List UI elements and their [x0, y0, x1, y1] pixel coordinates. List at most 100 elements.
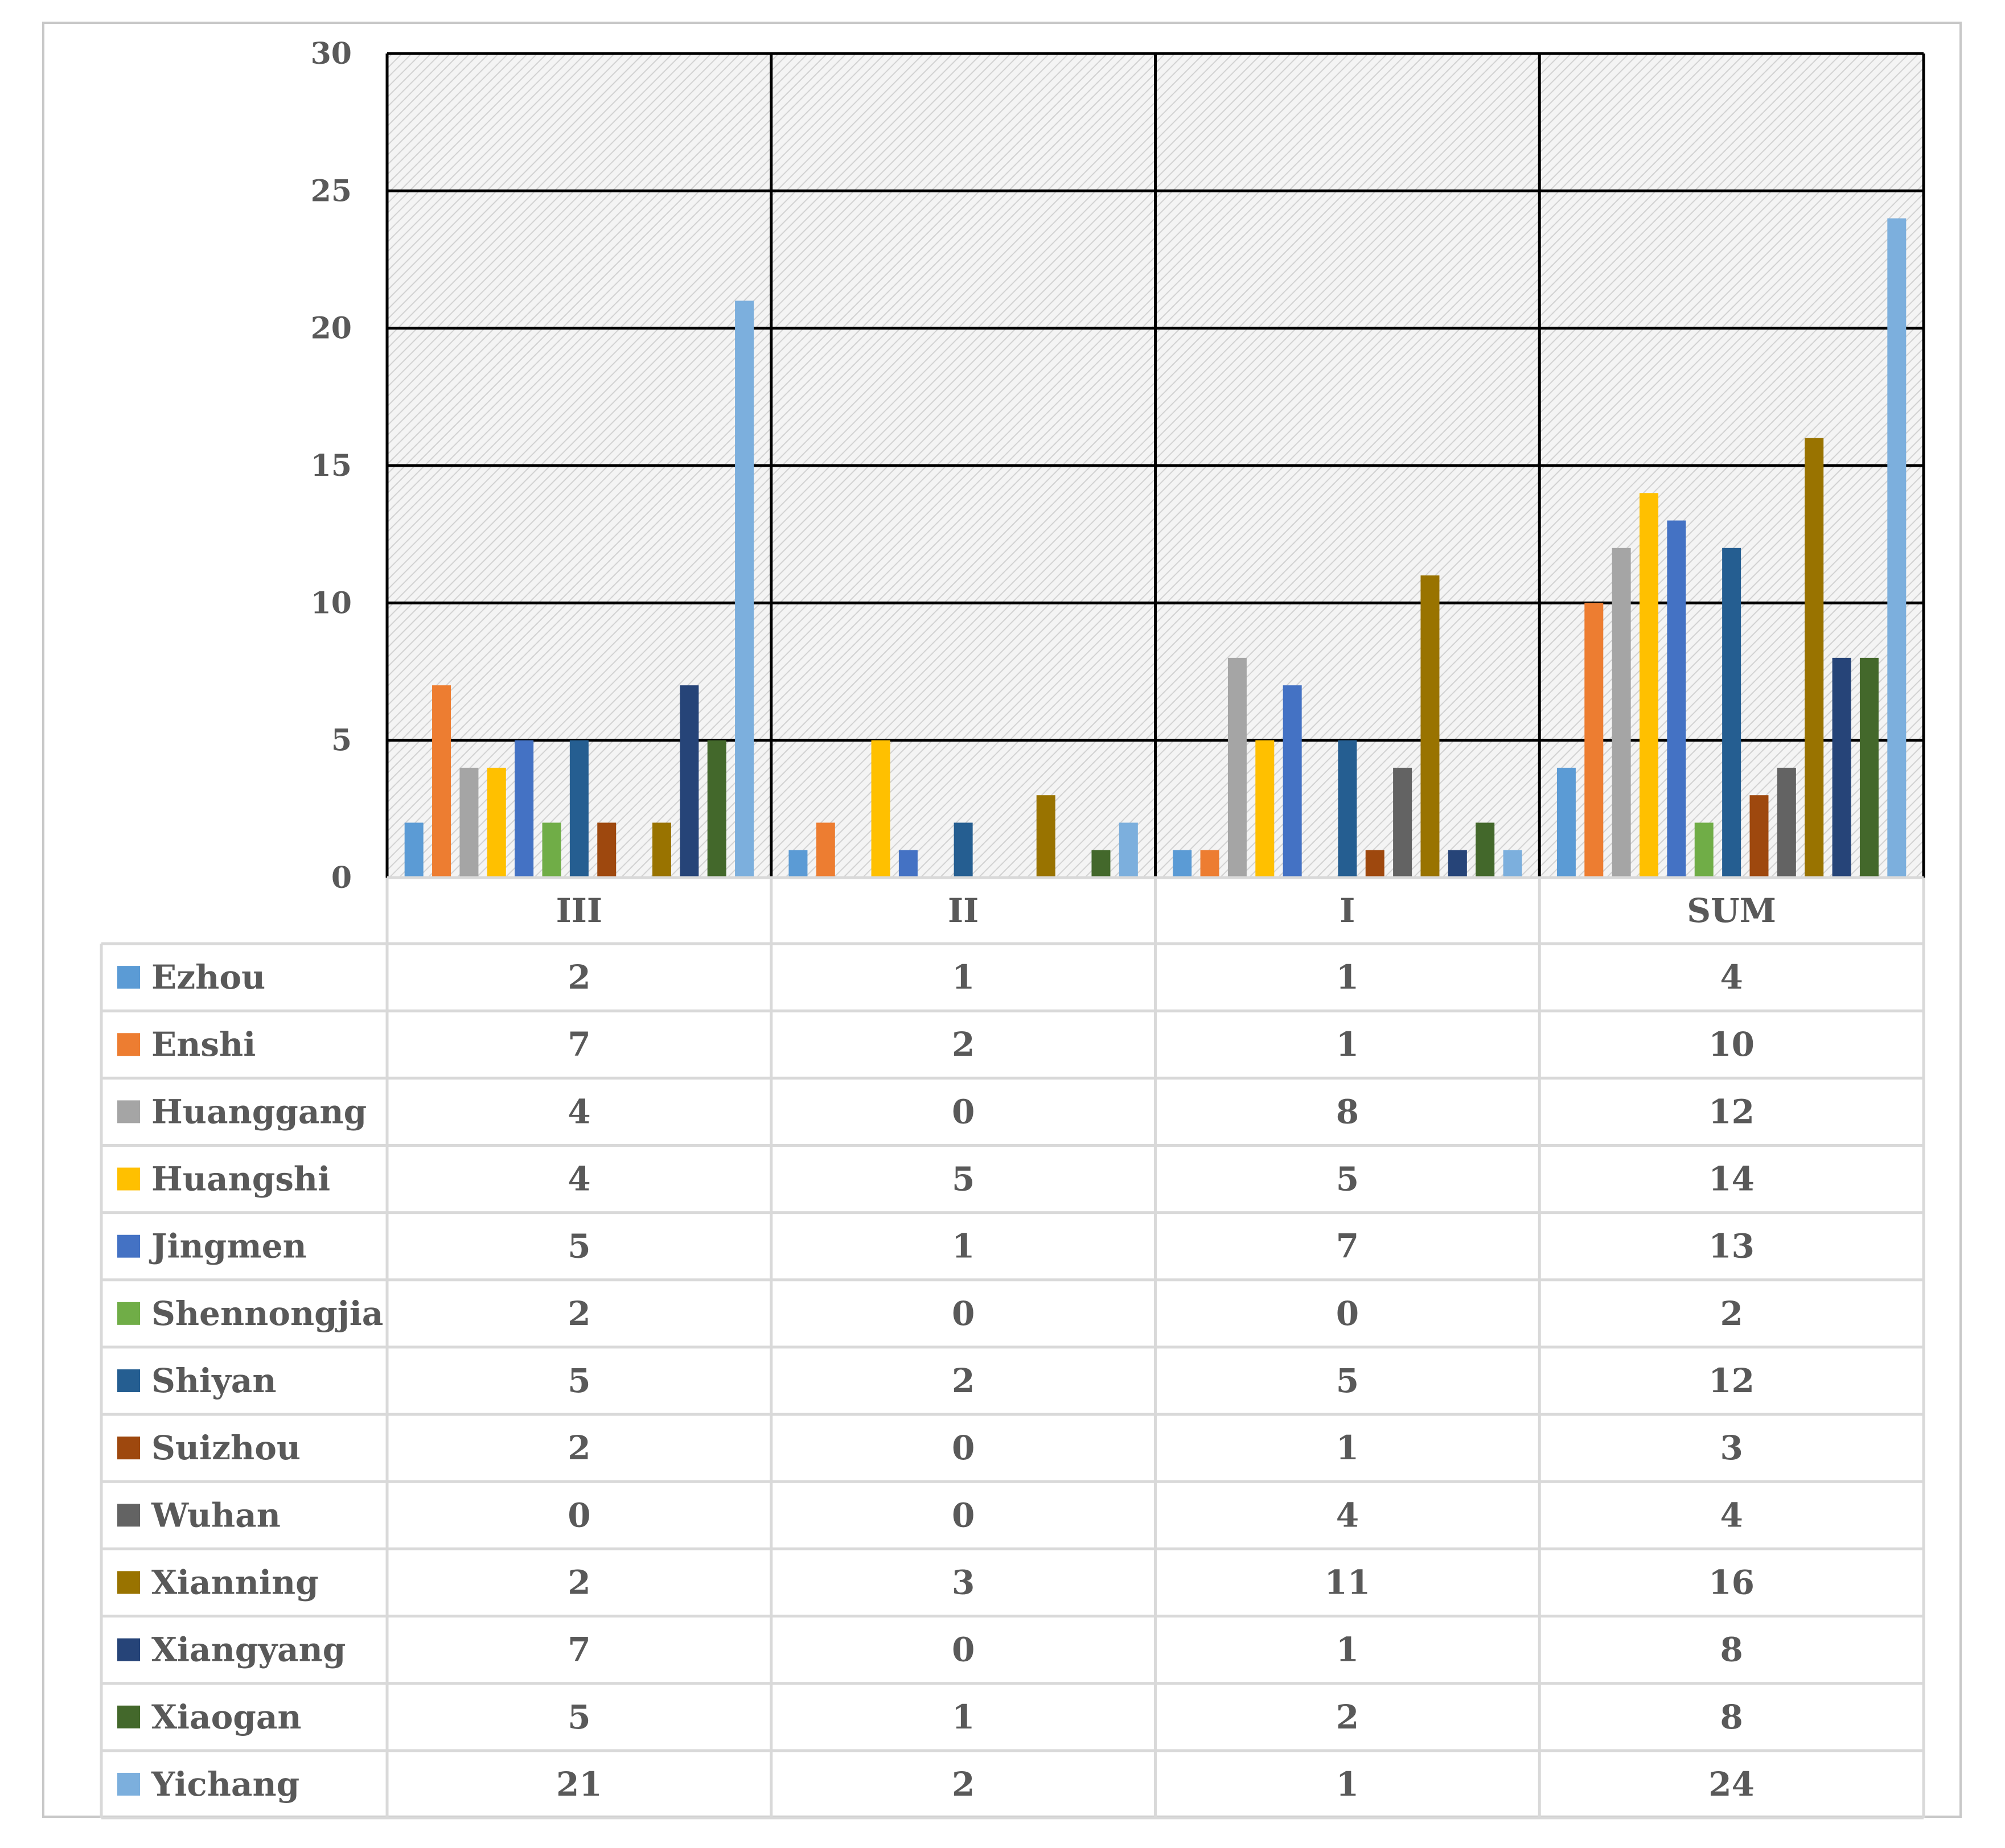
legend-key-yichang	[117, 1772, 140, 1796]
series-label: Huanggang	[151, 1092, 367, 1131]
bar-huangshi-i	[1255, 740, 1275, 878]
bar-enshi-ii	[816, 822, 835, 878]
bar-suizhou-i	[1365, 850, 1384, 878]
table-cell: 5	[952, 1160, 975, 1199]
y-tick-label: 10	[311, 586, 352, 620]
series-label: Enshi	[151, 1025, 256, 1064]
table-cell: 4	[1720, 958, 1743, 997]
legend-key-xianning	[117, 1571, 140, 1594]
category-label: II	[948, 891, 979, 930]
series-label: Jingmen	[149, 1227, 307, 1266]
bar-xiaogan-sum	[1859, 657, 1879, 878]
bar-xianning-iii	[652, 822, 671, 878]
table-cell: 1	[952, 1227, 975, 1266]
bar-xiaogan-i	[1476, 822, 1495, 878]
table-cell: 5	[568, 1698, 590, 1736]
table-cell: 0	[1336, 1294, 1359, 1333]
table-cell: 2	[568, 1563, 590, 1602]
legend-key-enshi	[117, 1033, 140, 1056]
table-cell: 8	[1720, 1631, 1743, 1669]
table-cell: 24	[1708, 1765, 1755, 1804]
series-label: Xiangyang	[151, 1631, 346, 1669]
series-label: Yichang	[151, 1765, 299, 1804]
bar-yichang-iii	[735, 301, 754, 878]
bar-xiangyang-iii	[680, 685, 699, 878]
table-cell: 21	[556, 1765, 602, 1804]
y-tick-label: 15	[311, 448, 352, 483]
table-cell: 1	[1336, 1765, 1359, 1804]
bar-yichang-ii	[1119, 822, 1138, 878]
legend-key-xiaogan	[117, 1705, 140, 1728]
table-cell: 3	[952, 1563, 975, 1602]
bar-jingmen-sum	[1667, 520, 1686, 878]
table-cell: 8	[1336, 1092, 1359, 1131]
table-cell: 7	[568, 1025, 590, 1064]
legend-key-shennongjia	[117, 1302, 140, 1325]
bar-ezhou-ii	[788, 850, 808, 878]
table-cell: 4	[1336, 1496, 1359, 1534]
table-cell: 0	[952, 1631, 975, 1669]
bar-xiangyang-i	[1448, 850, 1467, 878]
legend-key-suizhou	[117, 1437, 140, 1460]
table-cell: 0	[952, 1429, 975, 1467]
bar-wuhan-i	[1393, 767, 1412, 878]
bar-enshi-sum	[1584, 603, 1604, 878]
bar-enshi-i	[1200, 850, 1219, 878]
table-cell: 13	[1708, 1227, 1755, 1266]
series-label: Xiaogan	[151, 1698, 302, 1736]
table-cell: 1	[1336, 1025, 1359, 1064]
bar-huangshi-iii	[487, 767, 506, 878]
table-cell: 5	[1336, 1160, 1359, 1199]
series-label: Xianning	[151, 1563, 319, 1602]
y-tick-label: 0	[331, 861, 352, 895]
series-label: Shennongjia	[151, 1294, 383, 1333]
legend-key-ezhou	[117, 966, 140, 989]
chart-frame: 0 5 10 15 20 25 30 III II I SUM Ezhou 2 1 1 4 Enshi 7 2 1 1…	[42, 22, 1962, 1820]
bar-xiaogan-iii	[707, 740, 726, 878]
bar-suizhou-sum	[1749, 795, 1769, 878]
legend-key-huangshi	[117, 1167, 140, 1191]
table-cell: 16	[1708, 1563, 1755, 1602]
table-cell: 11	[1325, 1563, 1371, 1602]
table-cell: 2	[568, 1429, 590, 1467]
table-cell: 1	[1336, 1631, 1359, 1669]
bar-jingmen-ii	[898, 850, 918, 878]
table-cell: 4	[568, 1160, 590, 1199]
table-cell: 7	[1336, 1227, 1359, 1266]
legend-key-jingmen	[117, 1234, 140, 1258]
series-label: Suizhou	[151, 1429, 301, 1467]
bar-shiyan-ii	[954, 822, 973, 878]
table-cell: 0	[952, 1092, 975, 1131]
bar-wuhan-sum	[1777, 767, 1796, 878]
table-cell: 4	[1720, 1496, 1743, 1534]
table-cell: 1	[952, 958, 975, 997]
table-cell: 7	[568, 1631, 590, 1669]
table-cell: 2	[952, 1025, 975, 1064]
table-cell: 0	[952, 1294, 975, 1333]
table-cell: 2	[952, 1765, 975, 1804]
y-tick-label: 20	[311, 311, 352, 346]
bar-yichang-i	[1503, 850, 1522, 878]
table-cell: 12	[1708, 1361, 1755, 1400]
legend-key-shiyan	[117, 1369, 140, 1392]
series-label: Huangshi	[151, 1160, 330, 1199]
bar-xianning-ii	[1036, 795, 1055, 878]
bar-enshi-iii	[432, 685, 451, 878]
table-cell: 2	[1336, 1698, 1359, 1736]
bar-jingmen-iii	[515, 740, 534, 878]
bar-huanggang-i	[1227, 657, 1247, 878]
table-cell: 0	[568, 1496, 590, 1534]
table-cell: 10	[1708, 1025, 1755, 1064]
legend-key-huanggang	[117, 1100, 140, 1123]
bar-ezhou-sum	[1556, 767, 1576, 878]
table-cell: 4	[568, 1092, 590, 1131]
bar-ezhou-i	[1173, 850, 1192, 878]
table-cell: 1	[1336, 958, 1359, 997]
y-tick-label: 25	[311, 174, 352, 208]
series-label: Shiyan	[151, 1361, 277, 1400]
bar-xiaogan-ii	[1091, 850, 1111, 878]
bar-jingmen-i	[1283, 685, 1302, 878]
table-cell: 14	[1708, 1160, 1755, 1199]
category-label: I	[1340, 891, 1355, 930]
